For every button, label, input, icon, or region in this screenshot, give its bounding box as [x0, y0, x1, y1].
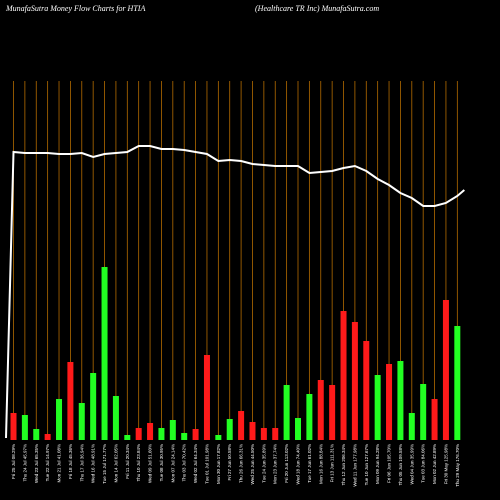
x-tick-label: Fri 20 Jun 113.02% — [284, 444, 289, 483]
x-tick-label: Mon 07 Jul 24.14% — [170, 444, 175, 483]
money-flow-bar — [283, 385, 290, 440]
money-flow-bar — [158, 428, 165, 440]
x-tick-label: Wed 25 Jun 44.50% — [250, 444, 255, 484]
x-tick-label: Wed 04 Jun 35.99% — [409, 444, 414, 484]
money-flow-bar — [272, 428, 279, 440]
money-flow-bar — [135, 428, 142, 440]
x-tick-label: Wed 11 Jun 177.98% — [352, 444, 357, 487]
x-tick-label: Fri 18 Jul 45.36% — [68, 444, 73, 479]
money-flow-bar — [329, 385, 336, 440]
money-flow-bar — [169, 420, 176, 440]
x-tick-label: Wed 02 Jul 64.34% — [193, 444, 198, 483]
x-tick-label: Thu 24 Jul 45.97% — [22, 444, 27, 482]
x-tick-label: Fri 25 Jul 08.29% — [11, 444, 16, 479]
money-flow-bar — [408, 413, 415, 440]
money-flow-bar — [386, 364, 393, 440]
money-flow-bar — [431, 399, 438, 440]
x-tick-label: Wed 23 Jul 65.35% — [34, 444, 39, 483]
x-tick-label: Wed 16 Jul 48.91% — [91, 444, 96, 483]
money-flow-bar — [10, 413, 17, 440]
x-tick-label: Fri 27 Jun 50.58% — [227, 444, 232, 481]
money-flow-bar — [192, 429, 199, 440]
x-tick-label: Mon 09 Jun 94.28% — [375, 444, 380, 484]
money-flow-bar — [249, 422, 256, 440]
money-flow-bar — [420, 384, 427, 440]
x-tick-label: Thu 10 Jul 23.84% — [136, 444, 141, 482]
x-tick-label: Tue 03 Jun 84.06% — [421, 444, 426, 483]
money-flow-bar — [238, 411, 245, 440]
price-line — [5, 145, 465, 439]
money-flow-bar — [351, 322, 358, 440]
x-tick-label: Mon 14 Jul 62.05% — [113, 444, 118, 483]
money-flow-bar — [181, 433, 188, 440]
money-flow-bar — [101, 267, 108, 440]
vertical-gridlines — [13, 81, 458, 440]
x-tick-label: Mon 30 Jun 17.82% — [216, 444, 221, 484]
x-tick-label: Tue 24 Jun 35.89% — [261, 444, 266, 483]
x-tick-label: Thu 12 Jun 206.34% — [341, 444, 346, 486]
x-tick-label: Fri 11 Jul 20.34% — [125, 444, 130, 479]
money-flow-bar — [306, 394, 313, 440]
money-flow-bar — [374, 375, 381, 440]
x-tick-label: Fri 13 Jun 111.31% — [330, 444, 335, 482]
x-tick-label: Mon 16 Jun 88.84% — [318, 444, 323, 484]
money-flow-bar — [317, 380, 324, 440]
chart-title-right: (Healthcare TR Inc) MunafaSutra.com — [255, 4, 380, 13]
money-flow-bars — [10, 267, 461, 440]
x-tick-label: Thu 03 Jul 70.42% — [182, 444, 187, 482]
x-tick-label: Wed 09 Jul 51.60% — [148, 444, 153, 483]
money-flow-bar — [340, 311, 347, 440]
x-tick-label: Tue 08 Jul 30.95% — [159, 444, 164, 481]
x-tick-label: Mon 23 Jun 37.74% — [273, 444, 278, 484]
x-tick-label: Mon 02 Jun 42.89% — [432, 444, 437, 484]
money-flow-bar — [226, 419, 233, 440]
money-flow-bar — [78, 403, 85, 440]
x-tick-label: Wed 18 Jun 74.40% — [296, 444, 301, 484]
money-flow-bar — [112, 396, 119, 440]
x-tick-label: Fri 30 May 125.98% — [443, 444, 448, 484]
money-flow-bar — [260, 428, 267, 440]
money-flow-bar — [454, 326, 461, 440]
x-tick-label: Thu 26 Jun 66.31% — [239, 444, 244, 483]
money-flow-bar — [203, 355, 210, 440]
money-flow-bar — [44, 434, 51, 440]
money-flow-bar — [215, 435, 222, 440]
money-flow-bar — [147, 423, 154, 440]
x-tick-label: Tue 17 Jun 61.02% — [307, 444, 312, 483]
money-flow-bar — [21, 415, 28, 440]
x-tick-label: Thu 29 May 176.70% — [455, 444, 460, 487]
money-flow-bar — [90, 373, 97, 440]
x-tick-label: Tue 15 Jul 171.77% — [102, 444, 107, 484]
money-flow-bar — [442, 300, 449, 440]
x-tick-label: Tue 01 Jul 101.98% — [204, 444, 209, 484]
money-flow-bar — [56, 399, 63, 440]
x-tick-label: Fri 06 Jun 105.70% — [387, 444, 392, 483]
x-tick-label: Thu 17 Jul 36.94% — [79, 444, 84, 482]
x-tick-label: Tue 22 Jul 14.97% — [45, 444, 50, 481]
money-flow-bar — [295, 418, 301, 440]
x-tick-label: Thu 05 Jun 109.58% — [398, 444, 403, 486]
chart-title-left: MunafaSutra Money Flow Charts for HTIA — [6, 4, 146, 13]
money-flow-bar — [33, 429, 40, 440]
x-tick-label: Mon 21 Jul 41.08% — [57, 444, 62, 483]
money-flow-bar — [124, 435, 131, 440]
money-flow-bar — [67, 362, 74, 440]
money-flow-bar — [397, 361, 404, 440]
x-tick-label: Tue 10 Jun 127.67% — [364, 444, 369, 485]
money-flow-bar — [363, 341, 370, 440]
x-axis-labels: Fri 25 Jul 08.29% Thu 24 Jul 45.97% Wed 23… — [11, 444, 460, 487]
